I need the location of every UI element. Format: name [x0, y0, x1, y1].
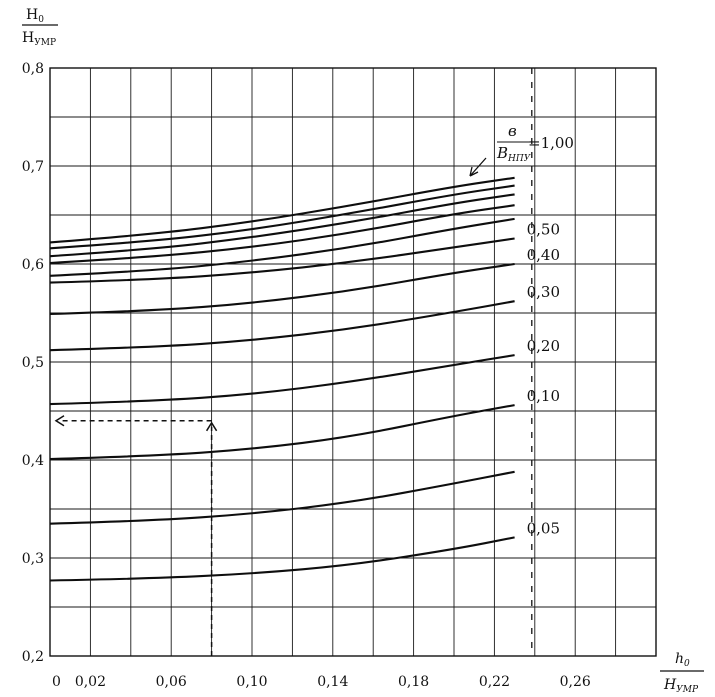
grid [49, 67, 657, 657]
tick-labels: 0,2 0,3 0,4 0,5 0,6 0,7 0,8 0 0,02 0,06 0,10 0,14 0,… [22, 61, 591, 690]
svg-text:HУМР: HУМР [22, 30, 56, 48]
curve-label-7: 0,30 [527, 283, 560, 301]
y-tick-label: 0,8 [22, 61, 44, 77]
x-label-denominator: H [663, 677, 677, 693]
svg-text:H0: H0 [26, 7, 44, 25]
guide-arrow-up [205, 421, 218, 432]
y-tick-label: 0,3 [22, 551, 44, 567]
curve-label-5: 0,50 [527, 221, 560, 239]
y-tick-label: 0,2 [22, 649, 44, 665]
y-tick-label: 0,7 [22, 159, 44, 175]
x-tick-label: 0,18 [398, 674, 429, 690]
example-guide [54, 415, 218, 656]
curve-9 [49, 404, 515, 461]
x-tick-label: 0,06 [156, 674, 187, 690]
x-tick-label: 0,14 [317, 674, 348, 690]
plot-frame [49, 67, 657, 657]
curve-3 [49, 204, 515, 265]
param-label-denominator: B [496, 144, 508, 162]
y-label-denominator: H [22, 30, 34, 46]
curve-label-8: 0,20 [527, 337, 560, 355]
curve-6 [49, 262, 515, 316]
curve-10 [49, 470, 515, 525]
param-label-denominator-sub: НПУ [507, 154, 532, 164]
curves: 0,50 0,40 0,30 0,20 0,10 0,05 [49, 176, 560, 582]
x-tick-label: 0,26 [560, 674, 591, 690]
y-label-denominator-sub: УМР [34, 38, 56, 48]
curve-8 [49, 354, 515, 406]
y-label-numerator-sub: 0 [38, 15, 44, 25]
param-label-value: =1,00 [528, 134, 574, 152]
x-label-numerator-sub: 0 [684, 659, 690, 669]
x-tick-label: 0 [52, 674, 61, 690]
guide-arrow-left [54, 415, 65, 427]
curve-0 [49, 176, 515, 244]
curve-1 [49, 184, 515, 250]
curve-11 [49, 536, 515, 582]
param-label: в BНПУ =1,00 [469, 122, 574, 177]
param-label-arrow [469, 157, 487, 177]
curve-4 [49, 217, 515, 277]
svg-text:HУМР: HУМР [663, 677, 699, 695]
x-tick-label: 0,10 [236, 674, 267, 690]
x-axis-label: h0 HУМР [660, 651, 704, 695]
x-label-numerator: h [675, 651, 684, 667]
curve-7 [49, 300, 515, 352]
y-label-numerator: H [26, 7, 38, 23]
curve-label-11: 0,05 [527, 519, 560, 537]
curve-label-9: 0,10 [527, 387, 560, 405]
x-label-denominator-sub: УМР [676, 685, 699, 695]
y-tick-label: 0,5 [22, 355, 44, 371]
curve-label-6: 0,40 [527, 246, 560, 264]
curve-5 [49, 237, 515, 284]
svg-text:BНПУ: BНПУ [496, 144, 532, 164]
param-label-numerator: в [508, 122, 517, 140]
curve-2 [49, 193, 515, 258]
y-tick-label: 0,6 [22, 257, 44, 273]
x-tick-label: 0,22 [479, 674, 510, 690]
svg-text:h0: h0 [675, 651, 690, 669]
y-tick-label: 0,4 [22, 453, 44, 469]
x-tick-label: 0,02 [75, 674, 106, 690]
y-axis-label: H0 HУМР [22, 7, 58, 48]
